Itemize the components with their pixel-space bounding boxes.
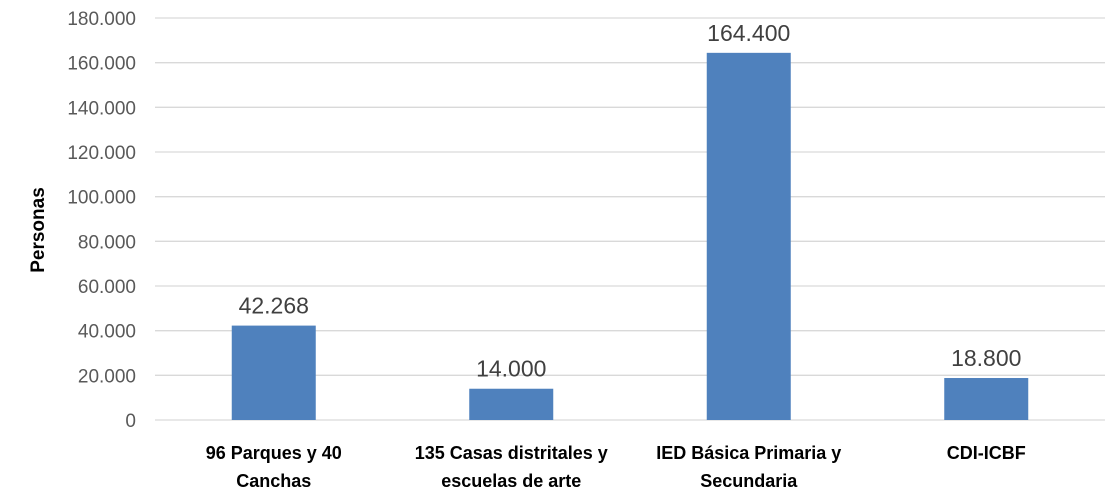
- bar: [944, 378, 1029, 420]
- category-label: 135 Casas distritales y: [415, 443, 608, 463]
- x-axis-categories: 96 Parques y 40 Canchas 135 Casas distrita…: [206, 443, 1026, 491]
- y-tick-label: 80.000: [78, 232, 136, 253]
- data-labels: 42.268 14.000 164.400 18.800: [239, 20, 1022, 382]
- y-tick-label: 140.000: [67, 98, 136, 119]
- y-tick-label: 120.000: [67, 143, 136, 164]
- y-tick-label: 0: [125, 411, 136, 432]
- bar: [469, 388, 554, 420]
- y-tick-label: 180.000: [67, 9, 136, 30]
- data-label: 18.800: [951, 345, 1021, 371]
- data-label: 42.268: [239, 293, 309, 319]
- category-label: 96 Parques y 40: [206, 443, 342, 463]
- y-tick-label: 100.000: [67, 188, 136, 209]
- data-label: 164.400: [707, 20, 790, 46]
- y-axis-title: Personas: [28, 187, 49, 273]
- y-tick-label: 40.000: [78, 322, 136, 343]
- category-label: escuelas de arte: [441, 471, 581, 491]
- category-label: Canchas: [236, 471, 311, 491]
- y-tick-label: 20.000: [78, 366, 136, 387]
- bars: [231, 52, 1029, 421]
- bar: [231, 325, 316, 420]
- data-label: 14.000: [476, 356, 546, 382]
- category-label: Secundaria: [700, 471, 798, 491]
- bar: [706, 52, 791, 421]
- y-tick-label: 160.000: [67, 54, 136, 75]
- y-tick-label: 60.000: [78, 277, 136, 298]
- category-label: CDI-ICBF: [947, 443, 1026, 463]
- category-label: IED Básica Primaria y: [656, 443, 841, 463]
- y-axis-ticks: 0 20.000 40.000 60.000 80.000 100.000 120.000 1…: [67, 9, 136, 432]
